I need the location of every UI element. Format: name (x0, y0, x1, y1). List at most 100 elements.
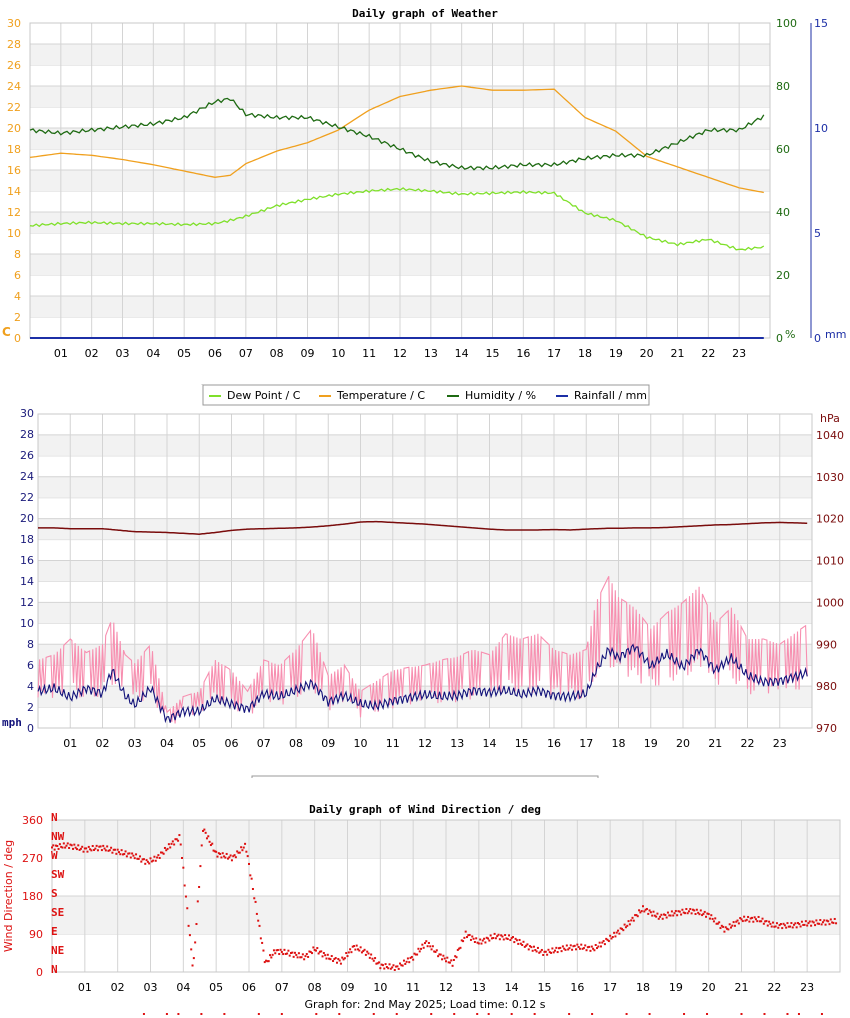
direction-point (779, 922, 782, 925)
direction-point (99, 845, 102, 848)
direction-point (169, 846, 172, 849)
direction-point (142, 858, 145, 861)
direction-point (345, 952, 348, 955)
direction-point (751, 916, 754, 919)
x-tick-19: 19 (644, 737, 658, 750)
direction-point (446, 956, 449, 959)
direction-point (568, 947, 571, 950)
direction-point (714, 917, 717, 920)
direction-point (500, 934, 503, 937)
y-label-direction: Wind Direction / deg (2, 840, 15, 952)
direction-point (795, 926, 798, 929)
y-tick-right-rain: 0 (814, 332, 821, 345)
direction-point (107, 849, 110, 852)
direction-point (787, 925, 790, 928)
direction-point (52, 844, 55, 847)
direction-point (652, 910, 655, 913)
direction-point (831, 921, 834, 924)
direction-point (610, 937, 613, 940)
direction-point (607, 940, 610, 943)
direction-point (283, 948, 286, 951)
direction-point (550, 951, 553, 954)
direction-point (719, 927, 722, 930)
direction-point (634, 914, 637, 917)
direction-point (288, 954, 291, 957)
direction-point (547, 948, 550, 951)
x-tick-08: 08 (289, 737, 303, 750)
direction-point (177, 839, 180, 842)
direction-point (114, 848, 117, 851)
direction-point (257, 919, 260, 922)
x-tick-11: 11 (406, 981, 420, 994)
direction-point (718, 921, 721, 924)
y-tick-left-mph: 6 (27, 659, 34, 672)
direction-point (484, 941, 487, 944)
direction-point-stray (625, 1013, 628, 1015)
x-tick-09: 09 (321, 737, 335, 750)
direction-point (64, 846, 67, 849)
x-tick-13: 13 (424, 347, 438, 360)
direction-point (287, 949, 290, 952)
direction-point (223, 855, 226, 858)
direction-point (716, 922, 719, 925)
direction-point (529, 945, 532, 948)
direction-point (816, 922, 819, 925)
direction-point (112, 848, 115, 851)
direction-point (450, 959, 453, 962)
direction-point (569, 944, 572, 947)
direction-point (471, 935, 474, 938)
y-tick-right-humidity: 100 (776, 17, 797, 30)
direction-point (286, 952, 289, 955)
direction-point (148, 862, 151, 865)
x-tick-16: 16 (547, 737, 561, 750)
direction-point (546, 953, 549, 956)
direction-point (392, 964, 395, 967)
direction-point (318, 950, 321, 953)
direction-point (653, 914, 656, 917)
direction-point (768, 920, 771, 923)
direction-point (689, 908, 692, 911)
direction-point (582, 947, 585, 950)
direction-point (405, 960, 408, 963)
direction-point (676, 914, 679, 917)
direction-point (464, 930, 467, 933)
direction-point (573, 944, 576, 947)
direction-point (441, 958, 444, 961)
direction-point (368, 956, 371, 959)
x-tick-03: 03 (128, 737, 142, 750)
direction-point (316, 947, 319, 950)
direction-point-stray (786, 1013, 789, 1015)
x-tick-12: 12 (418, 737, 432, 750)
y-tick-deg: 180 (22, 890, 43, 903)
direction-point (149, 857, 152, 860)
direction-point (611, 936, 614, 939)
direction-point (401, 964, 404, 967)
direction-point (145, 859, 148, 862)
direction-point (672, 914, 675, 917)
direction-point (53, 848, 56, 851)
x-tick-05: 05 (192, 737, 206, 750)
direction-point (799, 925, 802, 928)
y-tick-left-mph: 24 (20, 470, 34, 483)
direction-point (96, 849, 99, 852)
direction-point (681, 908, 684, 911)
direction-point (584, 944, 587, 947)
direction-point (359, 946, 362, 949)
x-tick-22: 22 (741, 737, 755, 750)
direction-point (153, 855, 156, 858)
direction-point (636, 915, 639, 918)
y-tick-right-hpa: 1000 (816, 596, 844, 609)
y-tick-left-mph: 26 (20, 449, 34, 462)
x-tick-02: 02 (96, 737, 110, 750)
direction-point (657, 917, 660, 920)
legend-box (251, 775, 599, 778)
x-tick-14: 14 (455, 347, 469, 360)
direction-point (527, 948, 530, 951)
compass-label-s: S (51, 887, 58, 900)
direction-point (663, 913, 666, 916)
direction-point-stray (372, 1013, 375, 1015)
direction-point (409, 956, 412, 959)
direction-point (354, 948, 357, 951)
y-label-percent: % (785, 328, 795, 341)
direction-point (158, 856, 161, 859)
